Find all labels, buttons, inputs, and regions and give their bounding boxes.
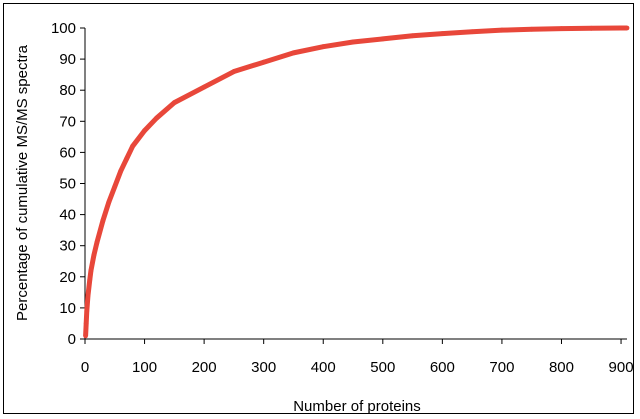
data-point xyxy=(291,50,296,56)
data-point xyxy=(618,25,624,31)
y-tick-label: 90 xyxy=(59,51,76,68)
data-point xyxy=(130,143,136,149)
data-point xyxy=(231,69,237,74)
data-point xyxy=(499,27,505,33)
data-point xyxy=(118,168,124,174)
data-point xyxy=(94,240,100,245)
series-line xyxy=(83,25,627,337)
data-point xyxy=(320,44,326,50)
data-point xyxy=(201,84,207,90)
data-point xyxy=(529,26,535,32)
x-axis: 0 100 200 300 400 500 600 700 800 900 xyxy=(81,338,634,376)
data-point xyxy=(83,321,89,326)
x-axis-title: Number of proteins xyxy=(293,398,421,415)
data-point xyxy=(112,184,118,190)
data-point xyxy=(350,39,356,45)
data-point xyxy=(106,199,112,205)
data-point xyxy=(624,25,630,31)
x-tick-label: 200 xyxy=(192,359,217,376)
data-point xyxy=(588,25,594,31)
x-tick-label: 900 xyxy=(609,359,634,376)
data-point xyxy=(439,31,445,36)
y-axis: 0 10 20 30 40 50 60 70 80 90 100 xyxy=(51,20,86,348)
series-layer xyxy=(83,25,630,339)
y-tick-label: 80 xyxy=(59,82,76,99)
x-tick-label: 500 xyxy=(370,359,395,376)
data-point xyxy=(87,277,93,283)
data-point xyxy=(84,308,90,314)
y-tick-label: 60 xyxy=(59,144,76,161)
y-tick-label: 30 xyxy=(59,238,76,255)
data-point xyxy=(142,128,147,134)
x-tick-label: 800 xyxy=(549,359,574,376)
data-point xyxy=(559,26,564,32)
data-point xyxy=(85,293,91,298)
y-tick-label: 50 xyxy=(59,176,76,193)
y-tick-label: 40 xyxy=(59,207,76,224)
data-point xyxy=(380,36,386,42)
y-tick-label: 20 xyxy=(59,269,76,286)
x-tick-label: 400 xyxy=(311,359,336,376)
y-tick-label: 100 xyxy=(51,20,76,37)
data-point xyxy=(469,29,475,35)
x-tick-label: 700 xyxy=(489,359,514,376)
y-axis-title: Percentage of cumulative MS/MS spectra xyxy=(14,44,31,321)
y-tick-label: 70 xyxy=(59,113,76,130)
x-tick-label: 100 xyxy=(132,359,157,376)
data-point xyxy=(88,268,94,273)
data-point xyxy=(124,156,130,162)
data-point xyxy=(100,218,106,224)
data-point xyxy=(91,252,97,258)
x-tick-label: 600 xyxy=(430,359,455,376)
data-point xyxy=(83,333,88,339)
data-point xyxy=(154,115,159,121)
data-point xyxy=(410,33,415,39)
x-tick-label: 300 xyxy=(251,359,276,376)
y-tick-label: 10 xyxy=(59,300,76,317)
data-point xyxy=(261,59,267,65)
y-tick-label: 0 xyxy=(68,331,76,348)
x-tick-label: 0 xyxy=(81,359,89,376)
data-point xyxy=(171,100,177,106)
